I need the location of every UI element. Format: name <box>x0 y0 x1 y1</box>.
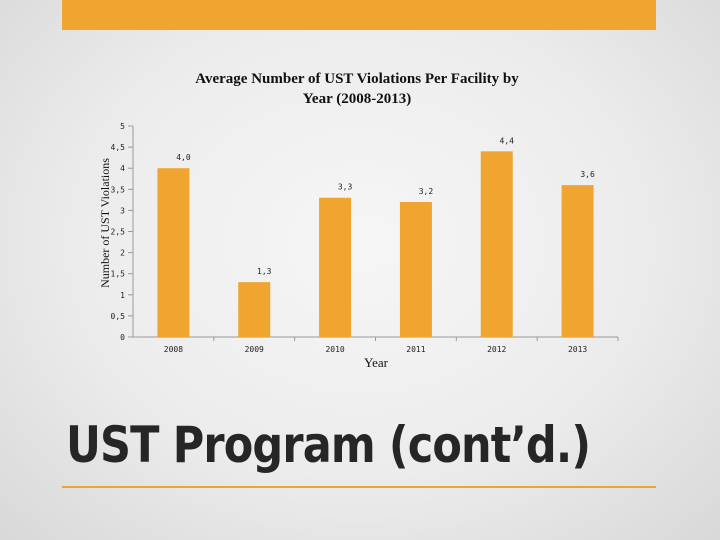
bar-2009 <box>238 282 271 337</box>
data-label-2008: 4,0 <box>176 153 191 162</box>
y-tick-label: 1 <box>120 291 125 300</box>
y-ticks: 0 0,5 1 1,5 2 2,5 3 3,5 4 4,5 5 <box>111 122 133 342</box>
y-tick-label: 2 <box>120 249 125 258</box>
y-tick-label: 5 <box>120 122 125 131</box>
bar-2011 <box>399 201 432 337</box>
bar-2008 <box>157 168 190 337</box>
data-label-2010: 3,3 <box>338 183 353 192</box>
x-axis-label-group: Year <box>364 355 389 370</box>
x-tick-label-2010: 2010 <box>325 345 344 354</box>
data-label-2009: 1,3 <box>257 267 272 276</box>
x-tick-label-2011: 2011 <box>406 345 425 354</box>
bar-2012 <box>480 151 513 337</box>
y-tick-label: 0 <box>120 333 125 342</box>
data-label-2011: 3,2 <box>419 187 434 196</box>
chart-title-line: Average Number of UST Violations Per Fac… <box>195 71 519 87</box>
x-axis-label: Year <box>364 355 389 370</box>
y-tick-label: 1,5 <box>111 270 126 279</box>
bar-2013 <box>561 185 594 337</box>
title-underline <box>62 486 656 488</box>
chart-title-line: Year (2008-2013) <box>303 91 411 107</box>
x-tick-label-2009: 2009 <box>245 345 264 354</box>
y-axis-label-group: Number of UST Violations <box>98 158 112 288</box>
y-tick-label: 4,5 <box>111 143 126 152</box>
y-axis-label: Number of UST Violations <box>98 158 112 288</box>
y-tick-label: 3,5 <box>111 185 126 194</box>
data-label-2013: 3,6 <box>580 170 595 179</box>
y-tick-label: 0,5 <box>111 312 126 321</box>
x-tick-label-2012: 2012 <box>487 345 506 354</box>
y-tick-label: 3 <box>120 206 125 215</box>
axes <box>132 126 618 338</box>
slide-title: UST Program (cont’d.) <box>66 416 591 474</box>
data-label-2012: 4,4 <box>500 136 515 145</box>
x-tick-label-2013: 2013 <box>568 345 587 354</box>
chart-title: Average Number of UST Violations Per Fac… <box>195 71 519 107</box>
x-ticks: 2008 2009 2010 2011 2012 2013 <box>164 337 619 354</box>
bars <box>157 151 594 337</box>
x-tick-label-2008: 2008 <box>164 345 183 354</box>
y-tick-label: 4 <box>120 164 125 173</box>
bar-2010 <box>319 197 352 337</box>
top-accent-bar <box>62 0 656 30</box>
y-tick-label: 2,5 <box>111 228 126 237</box>
data-labels: 4,0 1,3 3,3 3,2 4,4 3,6 <box>176 136 595 276</box>
